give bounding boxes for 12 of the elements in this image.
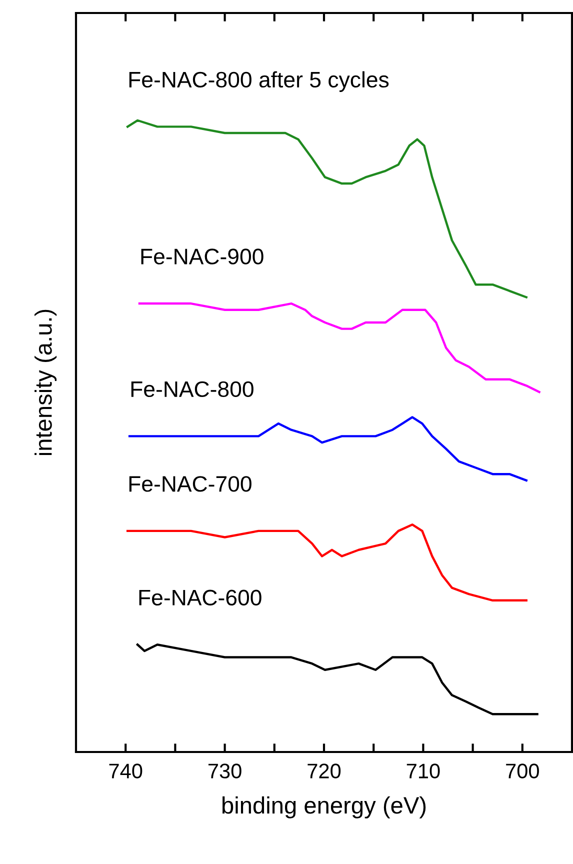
series-label: Fe-NAC-800 after 5 cycles (129, 71, 389, 92)
x-tick-label: 730 (208, 764, 242, 778)
series-label: Fe-NAC-900 (141, 248, 264, 264)
series-label: Fe-NAC-800 (131, 381, 254, 398)
x-tick-label: 740 (109, 764, 142, 778)
x-axis-title: binding energy (eV) (222, 796, 426, 818)
x-tick-label: 710 (406, 764, 440, 778)
x-tick-label: 720 (308, 764, 341, 778)
series-label: Fe-NAC-700 (129, 476, 252, 492)
y-axis-title: intensity (a.u.) (34, 310, 57, 456)
series-label: Fe-NAC-600 (139, 590, 262, 606)
x-tick-label: 700 (506, 764, 539, 778)
